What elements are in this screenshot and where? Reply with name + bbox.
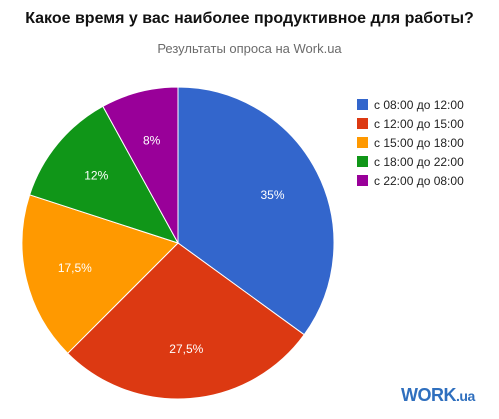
pie-slice-3 bbox=[21, 194, 179, 355]
logo-main-text: WORK bbox=[401, 385, 457, 405]
legend-label: с 22:00 до 08:00 bbox=[374, 173, 464, 188]
chart-legend: с 08:00 до 12:00 с 12:00 до 15:00 с 15:00 … bbox=[357, 95, 464, 190]
work-ua-logo: WORK.ua bbox=[401, 385, 475, 406]
legend-item-3: с 15:00 до 18:00 bbox=[357, 133, 464, 152]
pie-slice-label-3: 17,5% bbox=[58, 261, 92, 275]
legend-swatch bbox=[357, 99, 368, 110]
legend-swatch bbox=[357, 175, 368, 186]
pie-slice-2 bbox=[66, 242, 305, 400]
legend-label: с 08:00 до 12:00 bbox=[374, 97, 464, 112]
pie-slice-label-4: 12% bbox=[84, 168, 108, 182]
pie-slice-label-5: 8% bbox=[143, 133, 161, 147]
pie-slice-label-1: 35% bbox=[261, 188, 285, 202]
legend-swatch bbox=[357, 156, 368, 167]
legend-item-5: с 22:00 до 08:00 bbox=[357, 171, 464, 190]
legend-item-4: с 18:00 до 22:00 bbox=[357, 152, 464, 171]
legend-label: с 18:00 до 22:00 bbox=[374, 154, 464, 169]
legend-label: с 12:00 до 15:00 bbox=[374, 116, 464, 131]
pie-slice-1 bbox=[177, 86, 335, 336]
legend-item-2: с 12:00 до 15:00 bbox=[357, 114, 464, 133]
logo-suffix-text: .ua bbox=[456, 388, 475, 404]
pie-slice-5 bbox=[102, 86, 179, 244]
legend-swatch bbox=[357, 137, 368, 148]
chart-title: Какое время у вас наиболее продуктивное … bbox=[25, 10, 474, 27]
legend-item-1: с 08:00 до 12:00 bbox=[357, 95, 464, 114]
pie-slice-label-2: 27,5% bbox=[169, 342, 203, 356]
legend-label: с 15:00 до 18:00 bbox=[374, 135, 464, 150]
legend-swatch bbox=[357, 118, 368, 129]
pie-slice-4 bbox=[29, 105, 180, 244]
chart-subtitle: Результаты опроса на Work.ua bbox=[157, 41, 342, 56]
